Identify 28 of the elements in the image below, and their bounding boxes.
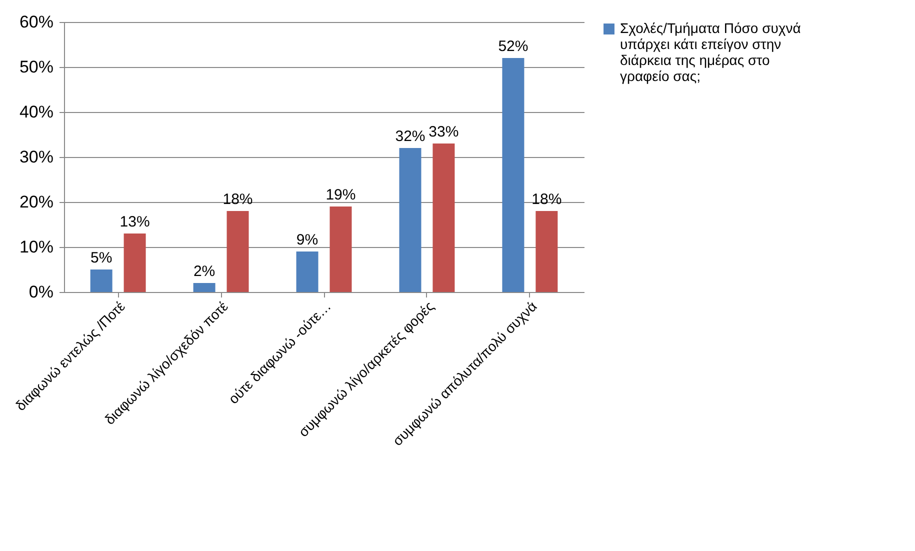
bar bbox=[296, 252, 318, 292]
bar bbox=[399, 148, 422, 292]
y-tick-label: 60% bbox=[19, 12, 54, 32]
bar bbox=[90, 270, 112, 292]
bar bbox=[330, 206, 352, 292]
data-label: 32% bbox=[395, 128, 426, 145]
data-label: 2% bbox=[193, 263, 216, 280]
bar bbox=[432, 144, 455, 292]
y-tick-label: 50% bbox=[19, 58, 54, 76]
legend-label: Σχολές/Τμήματα Πόσο συχνά υπάρχει κάτι επείγον στην διάρκεια της ημέρας στο γραφείο σας; bbox=[620, 20, 801, 84]
bar bbox=[502, 58, 524, 292]
data-label: 18% bbox=[222, 191, 253, 208]
data-label: 19% bbox=[326, 186, 356, 204]
data-label: 5% bbox=[90, 250, 112, 266]
y-tick-label: 0% bbox=[28, 282, 54, 302]
data-label: 33% bbox=[428, 124, 459, 140]
y-tick-label: 10% bbox=[19, 238, 54, 256]
data-label: 13% bbox=[120, 214, 150, 230]
y-tick-label: 30% bbox=[19, 148, 54, 166]
y-tick-label: 20% bbox=[19, 192, 54, 212]
y-tick-label: 40% bbox=[19, 102, 54, 122]
data-label: 52% bbox=[498, 38, 528, 55]
bar bbox=[193, 283, 216, 292]
bar bbox=[124, 234, 146, 292]
data-label: 9% bbox=[296, 232, 318, 248]
bar bbox=[226, 211, 249, 292]
data-label: 18% bbox=[532, 191, 562, 208]
bar bbox=[536, 211, 558, 292]
